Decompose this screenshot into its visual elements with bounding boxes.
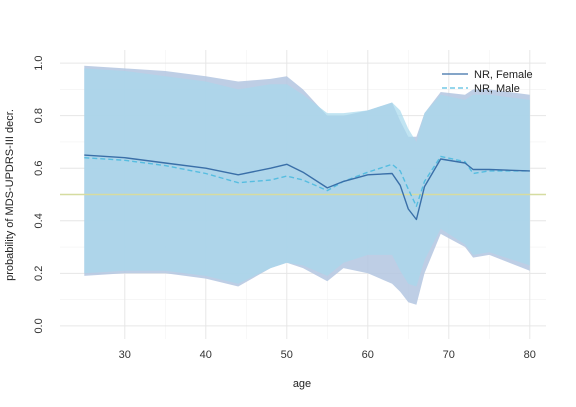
y-tick-label: 0.8: [33, 108, 45, 123]
legend-label-1: NR, Female: [474, 69, 533, 81]
series-line-1: [84, 154, 530, 221]
confidence-band-2: [84, 68, 530, 287]
x-tick-label: 30: [119, 349, 131, 361]
series-lines: [84, 154, 530, 221]
legend: NR, Female NR, Male: [442, 69, 533, 95]
legend-label-2: NR, Male: [474, 83, 520, 95]
confidence-bands: [84, 65, 530, 305]
y-tick-label: 0.2: [33, 266, 45, 281]
series-line-2: [84, 155, 530, 208]
y-axis-title: probability of MDS-UPDRS-III decr.: [4, 109, 16, 281]
y-tick-label: 0.4: [33, 213, 45, 228]
x-tick-label: 40: [200, 349, 212, 361]
y-tick-labels: 0.0 0.2 0.4 0.6 0.8 1.0: [33, 55, 45, 333]
x-tick-label: 70: [443, 349, 455, 361]
x-tick-labels: 30 40 50 60 70 80: [119, 349, 536, 361]
y-tick-label: 0.0: [33, 318, 45, 333]
y-tick-label: 1.0: [33, 55, 45, 70]
y-tick-label: 0.6: [33, 161, 45, 176]
x-tick-label: 50: [281, 349, 293, 361]
x-axis-title: age: [293, 378, 311, 390]
x-tick-label: 80: [524, 349, 536, 361]
x-tick-label: 60: [362, 349, 374, 361]
